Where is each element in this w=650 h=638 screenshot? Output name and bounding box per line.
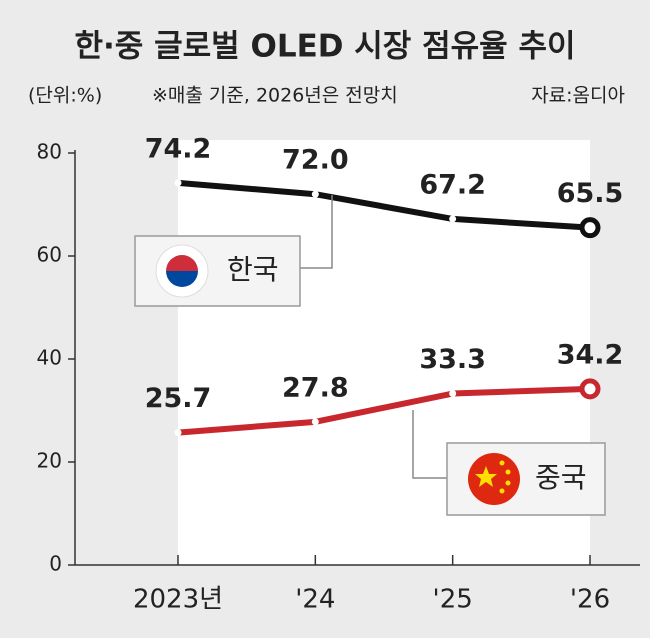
data-point xyxy=(311,418,319,426)
series-line xyxy=(175,385,593,436)
legend-label: 한국 xyxy=(227,253,279,286)
data-label: 65.5 xyxy=(557,178,624,209)
note: ※매출 기준, 2026년은 전망치 xyxy=(152,85,398,107)
data-point xyxy=(579,217,601,239)
y-tick-label: 60 xyxy=(37,243,62,267)
flag-china-star xyxy=(499,460,505,466)
chart-title: 한·중 글로벌 OLED 시장 점유율 추이 xyxy=(75,29,576,65)
legend-connector xyxy=(300,195,333,269)
data-point xyxy=(311,190,319,198)
flag-china-star xyxy=(475,466,497,487)
series-line xyxy=(175,179,593,231)
x-tick-label: 2023년 xyxy=(133,585,223,615)
data-label: 25.7 xyxy=(145,383,212,414)
flag-china-star xyxy=(505,469,511,475)
flag-china-star xyxy=(499,488,505,494)
unit: (단위:%) xyxy=(28,85,102,107)
x-tick-label: '25 xyxy=(433,585,473,615)
source: 자료:옴디아 xyxy=(531,85,625,107)
data-point xyxy=(174,429,182,437)
x-tick-label: '26 xyxy=(570,585,610,615)
data-label: 74.2 xyxy=(145,133,212,164)
data-label: 34.2 xyxy=(557,339,624,370)
data-label: 67.2 xyxy=(419,169,486,200)
data-label: 33.3 xyxy=(419,344,486,375)
data-point xyxy=(579,378,601,400)
flag-korea-red xyxy=(166,255,198,271)
y-tick-label: 0 xyxy=(49,552,62,576)
data-point xyxy=(174,179,182,187)
y-tick-label: 40 xyxy=(37,346,62,370)
data-point xyxy=(449,390,457,398)
y-tick-label: 80 xyxy=(37,140,62,164)
legend-connector xyxy=(412,410,447,479)
y-tick-label: 20 xyxy=(37,449,62,473)
data-point xyxy=(449,215,457,223)
legend-label: 중국 xyxy=(535,461,587,494)
flag-china xyxy=(468,453,520,505)
flag-korea-blue xyxy=(166,271,198,287)
data-label: 72.0 xyxy=(282,145,349,176)
x-tick-label: '24 xyxy=(295,585,335,615)
data-label: 27.8 xyxy=(282,372,349,403)
flag-china-star xyxy=(505,480,511,486)
